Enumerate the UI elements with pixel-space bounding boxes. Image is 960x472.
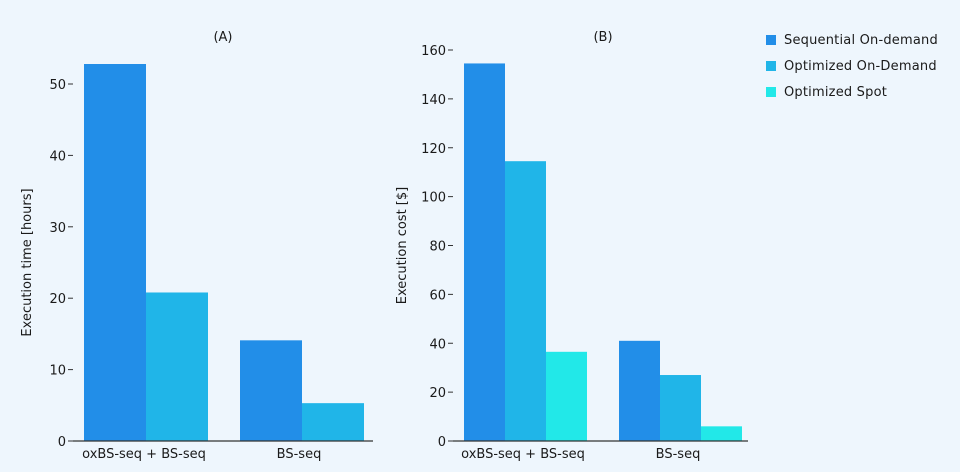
legend-swatch [766, 87, 776, 97]
y-tick-label: 20 [49, 292, 66, 307]
legend-swatch [766, 35, 776, 45]
y-tick-label: 120 [421, 142, 446, 157]
chart-title: (A) [213, 30, 232, 45]
x-tick-label: BS-seq [656, 447, 701, 462]
y-tick-label: 10 [49, 364, 66, 379]
legend-label: Optimized Spot [784, 84, 888, 100]
y-tick-label: 20 [429, 386, 446, 401]
bar [546, 351, 587, 441]
y-tick-label: 50 [49, 78, 66, 93]
y-tick-label: 30 [49, 221, 66, 236]
bar [240, 340, 302, 441]
chart-title: (B) [593, 30, 612, 45]
y-tick-label: 160 [421, 44, 446, 59]
y-tick-label: 60 [429, 288, 446, 303]
legend-item-optimized-spot: Optimized Spot [766, 79, 938, 105]
y-axis-label: Execution cost [$] [395, 187, 410, 304]
y-tick-label: 0 [438, 435, 446, 450]
y-tick-label: 80 [429, 240, 446, 255]
x-tick-label: BS-seq [277, 447, 322, 462]
legend-swatch [766, 61, 776, 71]
y-tick-label: 40 [429, 337, 446, 352]
x-tick-label: oxBS-seq + BS-seq [82, 447, 206, 462]
legend-item-sequential-on-demand: Sequential On-demand [766, 27, 938, 53]
bar [660, 375, 701, 441]
bar [619, 340, 660, 441]
y-tick-label: 100 [421, 191, 446, 206]
y-tick-label: 40 [49, 149, 66, 164]
x-tick-label: oxBS-seq + BS-seq [461, 447, 585, 462]
bar [302, 403, 364, 441]
legend-item-optimized-on-demand: Optimized On-Demand [766, 53, 938, 79]
y-tick-label: 140 [421, 93, 446, 108]
legend-label: Sequential On-demand [784, 32, 938, 48]
bar [464, 63, 505, 442]
bar [505, 161, 546, 442]
y-axis-label: Execution time [hours] [20, 188, 35, 336]
legend-label: Optimized On-Demand [784, 58, 937, 74]
legend: Sequential On-demand Optimized On-Demand… [766, 27, 938, 105]
bar [84, 64, 146, 442]
bar [701, 426, 742, 441]
y-tick-label: 0 [58, 435, 66, 450]
bar [146, 292, 208, 441]
